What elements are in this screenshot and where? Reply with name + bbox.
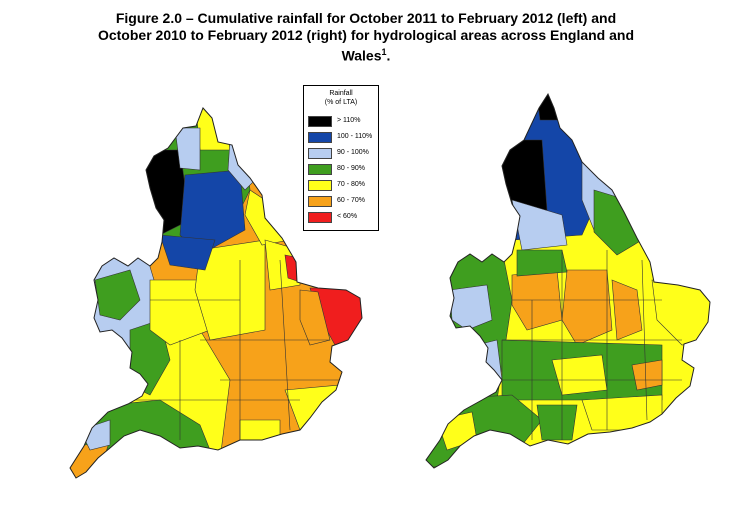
map-legend: Rainfall (% of LTA) > 110% 100 - 110% 90… xyxy=(303,85,379,231)
title-line-3: Wales xyxy=(341,47,382,64)
legend-title: Rainfall (% of LTA) xyxy=(304,89,378,107)
legend-swatch xyxy=(308,212,332,223)
legend-swatch xyxy=(308,164,332,175)
legend-label: 90 - 100% xyxy=(337,149,369,156)
title-line-2: October 2010 to February 2012 (right) fo… xyxy=(97,27,635,43)
legend-title-line-1: Rainfall xyxy=(329,90,353,97)
legend-swatch xyxy=(308,180,332,191)
legend-label: > 110% xyxy=(337,117,361,124)
legend-swatch xyxy=(308,148,332,159)
legend-swatch xyxy=(308,132,332,143)
legend-label: 80 - 90% xyxy=(337,165,366,172)
map-right xyxy=(425,92,711,469)
title-line-3-end: . xyxy=(386,47,391,64)
legend-swatch xyxy=(308,196,332,207)
legend-label: 70 - 80% xyxy=(337,181,366,188)
title-line-1: Figure 2.0 – Cumulative rainfall for Oct… xyxy=(115,10,617,26)
map-left xyxy=(69,107,363,479)
legend-swatch xyxy=(308,116,332,127)
legend-label: 60 - 70% xyxy=(337,197,366,204)
legend-label: 100 - 110% xyxy=(337,133,373,140)
legend-label: < 60% xyxy=(337,213,358,220)
legend-title-line-2: (% of LTA) xyxy=(324,99,358,106)
title-footnote: 1 xyxy=(381,47,387,57)
figure-title: Figure 2.0 – Cumulative rainfall for Oct… xyxy=(0,10,732,65)
